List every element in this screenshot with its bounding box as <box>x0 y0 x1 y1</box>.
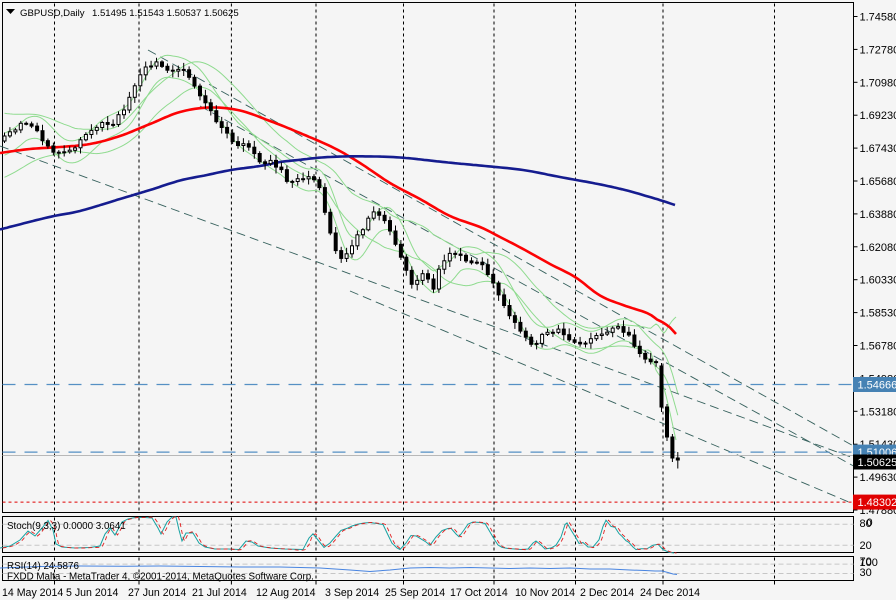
svg-text:25 Sep 2014: 25 Sep 2014 <box>385 587 445 599</box>
svg-text:17 Oct 2014: 17 Oct 2014 <box>450 587 508 599</box>
svg-text:1.50625: 1.50625 <box>858 457 896 469</box>
svg-text:GBPUSD,Daily 1.51495 1.51543: GBPUSD,Daily 1.51495 1.51543 1.50537 1.5… <box>20 8 239 19</box>
svg-text:10 Nov 2014: 10 Nov 2014 <box>515 587 575 599</box>
svg-text:1.69230: 1.69230 <box>860 110 896 122</box>
svg-text:1.74580: 1.74580 <box>860 12 896 24</box>
svg-text:0: 0 <box>867 517 873 529</box>
svg-text:1.53180: 1.53180 <box>860 406 896 418</box>
svg-text:20: 20 <box>860 540 872 552</box>
svg-text:1.56780: 1.56780 <box>860 341 896 353</box>
svg-text:5 Jun 2014: 5 Jun 2014 <box>66 587 119 599</box>
svg-text:1.60330: 1.60330 <box>860 275 896 287</box>
svg-text:14 May 2014: 14 May 2014 <box>2 587 63 599</box>
svg-text:100: 100 <box>860 557 878 569</box>
svg-text:3 Sep 2014: 3 Sep 2014 <box>325 587 379 599</box>
svg-text:1.62080: 1.62080 <box>860 242 896 254</box>
svg-text:1.63880: 1.63880 <box>860 209 896 221</box>
svg-text:1.72780: 1.72780 <box>860 44 896 56</box>
svg-text:70: 70 <box>860 556 872 568</box>
svg-text:21 Jul 2014: 21 Jul 2014 <box>192 587 247 599</box>
svg-text:RSI(14) 24.5876: RSI(14) 24.5876 <box>7 561 79 572</box>
svg-text:30: 30 <box>860 567 872 579</box>
svg-text:12 Aug 2014: 12 Aug 2014 <box>256 587 316 599</box>
svg-text:Stoch(9,3,3) 0.0000 3.0641: Stoch(9,3,3) 0.0000 3.0641 <box>7 521 126 532</box>
svg-text:27 Jun 2014: 27 Jun 2014 <box>128 587 186 599</box>
svg-text:1.54666: 1.54666 <box>858 380 896 392</box>
svg-text:24 Dec 2014: 24 Dec 2014 <box>640 587 700 599</box>
svg-text:1.67430: 1.67430 <box>860 143 896 155</box>
svg-text:1.65680: 1.65680 <box>860 176 896 188</box>
svg-text:1.58530: 1.58530 <box>860 308 896 320</box>
svg-text:1.70980: 1.70980 <box>860 77 896 89</box>
svg-text:1.49630: 1.49630 <box>860 472 896 484</box>
svg-text:FXDD Malta - MetaTrader 4, ©20: FXDD Malta - MetaTrader 4, ©2001-2014, M… <box>7 572 314 583</box>
svg-text:80: 80 <box>860 518 872 530</box>
svg-text:1.48302: 1.48302 <box>858 497 896 509</box>
svg-text:2 Dec 2014: 2 Dec 2014 <box>580 587 634 599</box>
